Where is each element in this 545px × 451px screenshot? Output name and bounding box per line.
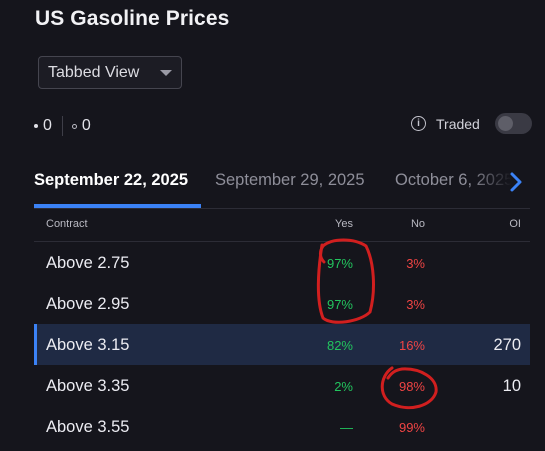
yes-price[interactable]: —	[340, 420, 353, 435]
filled-dot-icon	[34, 124, 38, 128]
chevron-right-icon[interactable]	[506, 171, 526, 193]
dropdown-caret-icon	[160, 70, 172, 76]
no-price[interactable]: 3%	[406, 256, 425, 271]
contract-name: Above 3.35	[46, 377, 130, 395]
contract-name: Above 3.55	[46, 418, 130, 436]
contract-name: Above 2.95	[46, 295, 130, 313]
tabs-fade	[470, 166, 530, 204]
header-contract: Contract	[46, 218, 88, 230]
table-row[interactable]: Above 2.95 97% 3%	[34, 283, 530, 324]
contract-name: Above 3.15	[46, 336, 130, 354]
yes-price[interactable]: 97%	[326, 297, 353, 312]
view-dropdown-value: Tabbed View	[48, 63, 140, 81]
header-yes: Yes	[335, 218, 353, 230]
toggle-knob	[497, 116, 513, 131]
hollow-count: 0	[81, 117, 91, 134]
table-row[interactable]: Above 3.35 2% 98% 10	[34, 365, 530, 406]
hollow-dot-icon	[71, 123, 77, 129]
traded-toggle[interactable]	[494, 113, 532, 134]
table-header: Contract Yes No OI	[34, 213, 530, 242]
traded-filter: i Traded	[411, 113, 532, 134]
info-icon[interactable]: i	[411, 116, 426, 131]
traded-label: Traded	[436, 115, 480, 132]
no-price[interactable]: 3%	[406, 297, 425, 312]
tab-sep-22[interactable]: September 22, 2025	[34, 171, 189, 189]
open-interest: 10	[502, 377, 521, 395]
table-row[interactable]: Above 2.75 97% 3%	[34, 242, 530, 283]
page-title: US Gasoline Prices	[35, 7, 230, 30]
contract-name: Above 2.75	[46, 254, 130, 272]
open-interest: 270	[493, 336, 521, 354]
tab-sep-29[interactable]: September 29, 2025	[215, 171, 365, 189]
yes-price[interactable]: 2%	[334, 379, 353, 394]
date-tabs: September 22, 2025 September 29, 2025 Oc…	[34, 166, 530, 208]
header-oi: OI	[509, 218, 521, 230]
yes-price[interactable]: 97%	[326, 256, 353, 271]
filled-count: 0	[43, 117, 52, 134]
no-price[interactable]: 98%	[398, 379, 425, 394]
active-tab-underline	[34, 204, 201, 208]
yes-price[interactable]: 82%	[326, 338, 353, 353]
no-price[interactable]: 99%	[398, 420, 425, 435]
view-dropdown[interactable]: Tabbed View	[38, 56, 182, 89]
table-row-selected[interactable]: Above 3.15 82% 16% 270	[34, 324, 530, 365]
header-no: No	[410, 218, 425, 230]
tabs-divider	[34, 208, 530, 209]
selected-row-accent	[34, 324, 37, 365]
table-row[interactable]: Above 3.55 — 99%	[34, 406, 530, 447]
no-price[interactable]: 16%	[398, 338, 425, 353]
counts-divider	[61, 116, 63, 136]
position-counts: 0 0	[34, 116, 91, 136]
